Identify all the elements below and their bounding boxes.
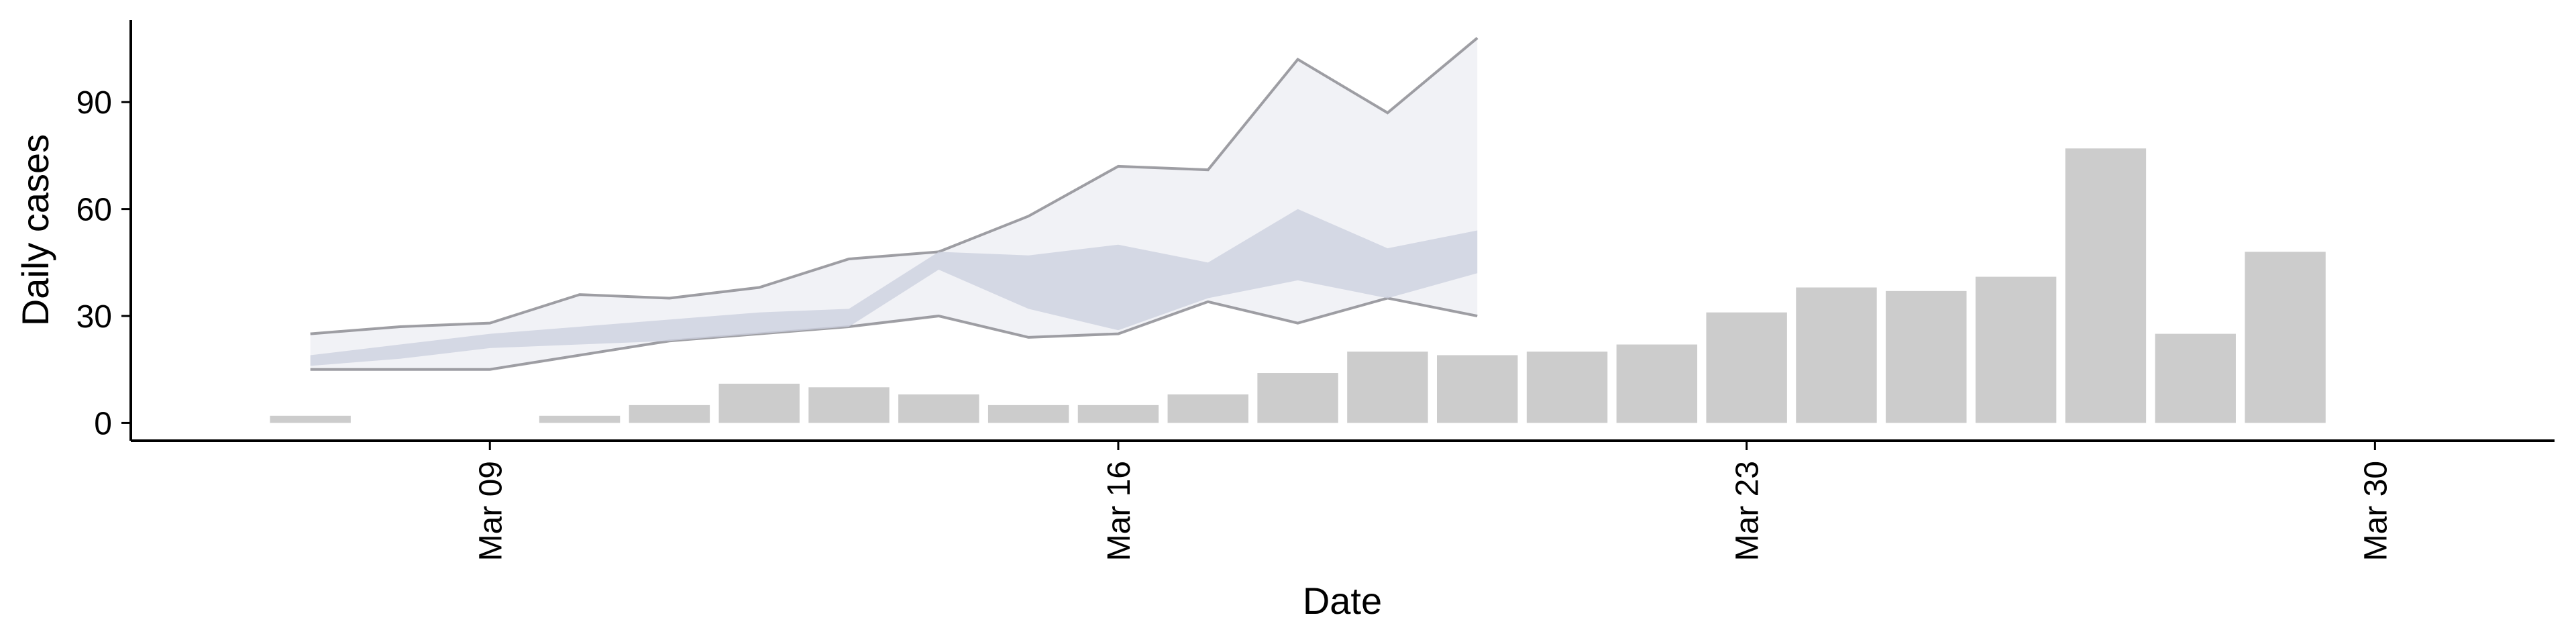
- bar-2020-03-23: [1706, 312, 1787, 423]
- x-tick-label-2020-03-30: Mar 30: [2358, 461, 2394, 561]
- bar-2020-03-16: [1077, 405, 1159, 423]
- bar-2020-03-28: [2155, 333, 2236, 423]
- bar-2020-03-20: [1437, 355, 1518, 423]
- bar-2020-03-24: [1796, 287, 1877, 423]
- inner-band-area: [310, 209, 1478, 366]
- bar-2020-03-07: [270, 415, 351, 423]
- outer-band-upper-line: [310, 37, 1479, 335]
- bar-2020-03-17: [1167, 394, 1248, 423]
- bar-2020-03-11: [629, 405, 710, 423]
- bar-2020-03-19: [1347, 352, 1428, 423]
- bar-2020-03-13: [808, 387, 890, 423]
- bar-2020-03-29: [2245, 252, 2326, 423]
- bar-2020-03-22: [1616, 344, 1698, 423]
- bar-2020-03-15: [987, 405, 1069, 423]
- y-tick-label-90: 90: [76, 85, 112, 121]
- outer-band-area: [310, 38, 1478, 370]
- bar-2020-03-12: [718, 383, 800, 423]
- ticks-layer: 0 30 60 90 Mar 09 Mar 16 Mar 23 Mar 30: [76, 85, 2394, 561]
- x-tick-label-2020-03-16: Mar 16: [1102, 461, 1137, 561]
- bar-2020-03-21: [1526, 352, 1608, 423]
- axes-layer: [129, 20, 2555, 442]
- bar-2020-03-18: [1257, 373, 1338, 423]
- outer-band-lower-line: [310, 297, 1478, 371]
- x-tick-label-2020-03-23: Mar 23: [1730, 461, 1766, 561]
- bars-layer: [270, 148, 2326, 423]
- bar-2020-03-10: [539, 415, 621, 423]
- y-tick-label-0: 0: [94, 406, 112, 441]
- y-axis-title: Daily cases: [14, 134, 56, 326]
- y-tick-label-60: 60: [76, 193, 112, 228]
- bar-2020-03-27: [2065, 148, 2147, 423]
- bar-2020-03-25: [1886, 290, 1967, 423]
- bar-2020-03-26: [1975, 276, 2057, 423]
- x-tick-label-2020-03-09: Mar 09: [473, 461, 508, 561]
- bar-2020-03-14: [898, 394, 979, 423]
- bands-layer: [310, 37, 1479, 371]
- y-tick-label-30: 30: [76, 299, 112, 335]
- x-axis-title: Date: [1303, 580, 1382, 622]
